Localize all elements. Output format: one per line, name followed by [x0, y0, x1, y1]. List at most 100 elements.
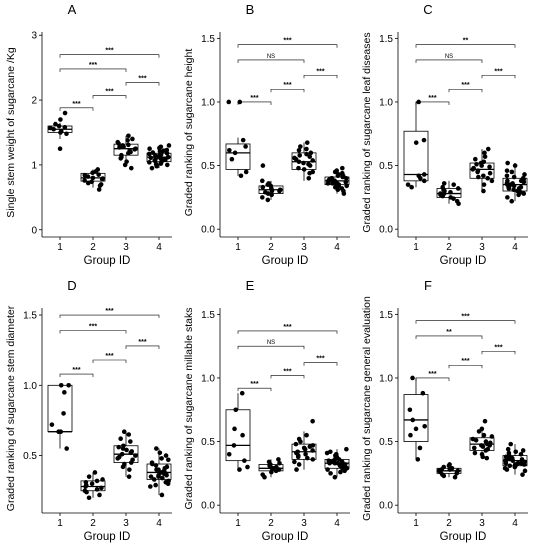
significance-bracket [481, 74, 516, 79]
data-point [333, 453, 338, 458]
significance-label: *** [494, 344, 502, 351]
data-point [146, 151, 152, 157]
significance-bracket [125, 345, 160, 349]
data-point [161, 156, 167, 162]
data-point [485, 146, 491, 152]
data-point [332, 457, 338, 462]
x-axis-title: Group ID [262, 531, 309, 543]
significance-bracket [237, 101, 272, 105]
data-point [325, 181, 331, 186]
data-point [520, 472, 525, 477]
y-tick-label: 0.5 [379, 161, 393, 172]
data-point [308, 150, 314, 156]
data-point [119, 451, 125, 457]
data-point [100, 176, 106, 181]
data-point [56, 123, 62, 129]
data-point [298, 144, 303, 149]
significance-label: *** [89, 62, 97, 69]
y-axis-title: Graded ranking of sugarcane height [183, 49, 195, 217]
data-point [153, 482, 158, 488]
x-tick-label: 1 [235, 518, 241, 529]
data-point [147, 146, 152, 152]
data-point [509, 198, 515, 204]
data-point [407, 407, 413, 413]
data-point [116, 454, 122, 460]
x-tick-label: 3 [301, 518, 307, 529]
data-point [482, 418, 488, 424]
data-point [125, 137, 130, 143]
data-point [159, 492, 165, 498]
data-point [441, 181, 447, 186]
data-point [151, 477, 157, 482]
significance-bracket [237, 345, 305, 350]
data-point [303, 451, 308, 457]
data-point [240, 432, 245, 438]
data-point [58, 117, 63, 122]
data-point [332, 474, 338, 480]
data-point [421, 172, 427, 177]
panel-label: C [423, 2, 432, 17]
x-tick-label: 4 [156, 242, 162, 253]
data-point [260, 195, 265, 200]
data-point [518, 178, 524, 184]
data-point [121, 429, 127, 434]
data-point [301, 160, 306, 166]
y-tick-label: 0.5 [201, 437, 215, 448]
panel-b: B 0.0 0.5 1.0 1.5 1 2 3 4 Group ID Graded ranking … [183, 2, 350, 267]
significance-label: ** [463, 38, 469, 45]
data-point [520, 448, 526, 453]
data-point [276, 457, 281, 462]
data-point [420, 390, 426, 396]
data-point [96, 187, 102, 192]
data-point [56, 429, 61, 434]
data-point [82, 172, 88, 178]
data-point [505, 195, 510, 200]
data-point [473, 438, 479, 443]
data-point [337, 463, 343, 469]
significance-label: *** [428, 95, 436, 102]
data-point [310, 418, 315, 424]
x-axis-title: Group ID [262, 255, 309, 267]
data-point [148, 474, 154, 479]
significance-label: *** [105, 308, 113, 315]
panel-e: E 0.0 0.5 1.0 1.5 1 2 3 4 Group ID Graded ranking … [183, 278, 350, 543]
x-axis-title: Group ID [440, 531, 487, 543]
x-tick-label: 4 [334, 242, 340, 253]
x-axis-title: Group ID [440, 255, 487, 267]
significance-bracket [270, 88, 305, 93]
significance-label: *** [105, 48, 113, 55]
data-point [133, 453, 138, 458]
data-point [260, 184, 266, 190]
significance-bracket [270, 375, 305, 379]
data-point [330, 181, 335, 186]
x-axis-title: Group ID [84, 255, 131, 267]
box-group-1 [403, 394, 429, 442]
data-point [302, 446, 308, 452]
significance-label: NS [267, 340, 275, 346]
data-point [447, 462, 452, 467]
y-tick-label: 1.5 [201, 34, 215, 45]
significance-label: *** [72, 367, 80, 374]
y-tick-label: 1.0 [201, 373, 215, 384]
data-point [508, 441, 514, 447]
panel-d: D 0.5 1.0 1.5 1 2 3 4 Group ID Graded ranking of … [5, 278, 172, 543]
data-point [505, 160, 510, 166]
data-point [473, 156, 478, 162]
data-point [512, 163, 518, 168]
x-tick-label: 4 [156, 518, 162, 529]
data-point [269, 469, 274, 475]
data-point [238, 173, 244, 179]
data-point [48, 125, 53, 131]
data-point [343, 179, 349, 185]
data-point [130, 136, 135, 142]
data-point [440, 472, 445, 477]
data-point [339, 170, 345, 176]
data-point [304, 146, 309, 152]
data-point [334, 168, 340, 173]
data-point [58, 130, 63, 135]
data-point [484, 455, 490, 461]
data-point [297, 153, 303, 158]
x-tick-label: 1 [413, 518, 419, 529]
data-point [126, 432, 132, 437]
y-tick-label: 0.0 [201, 501, 215, 512]
